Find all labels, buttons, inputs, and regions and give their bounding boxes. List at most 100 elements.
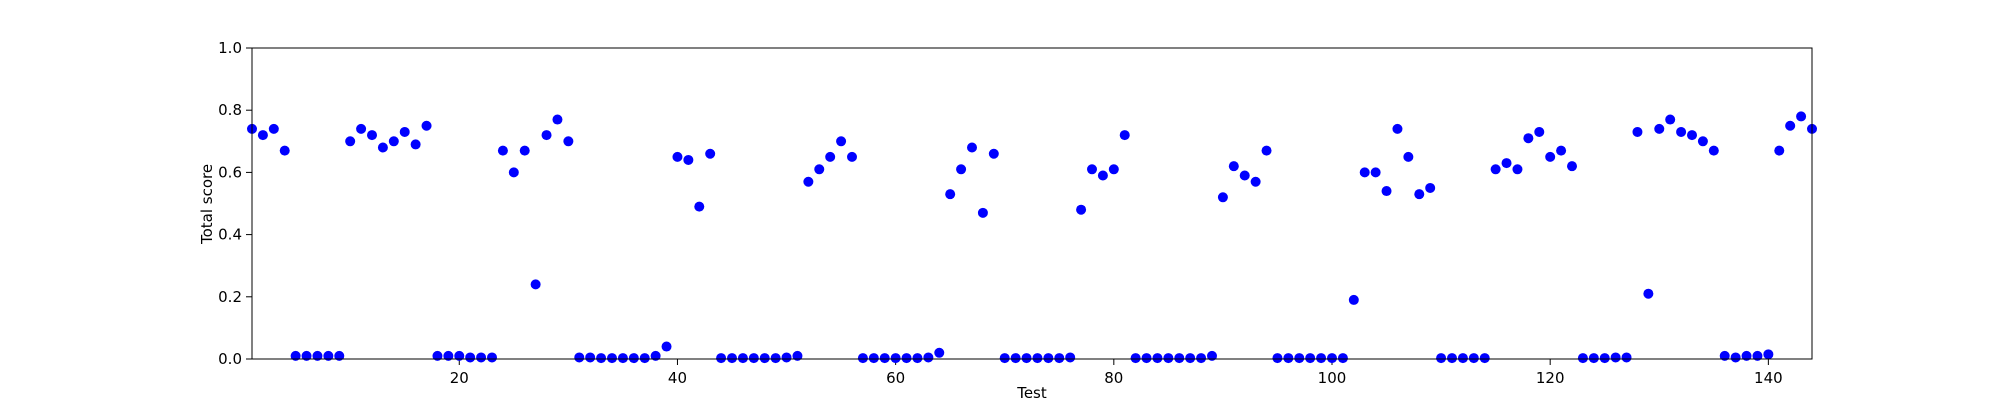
x-axis-label: Test — [1016, 384, 1047, 400]
data-point — [628, 353, 639, 364]
data-point — [454, 350, 465, 361]
data-point — [1043, 353, 1054, 364]
data-point — [1730, 352, 1741, 363]
data-point — [541, 130, 552, 141]
data-point — [868, 353, 879, 364]
data-point — [988, 148, 999, 159]
data-point — [1534, 126, 1545, 137]
data-point — [945, 189, 956, 200]
data-point — [1250, 176, 1261, 187]
data-point — [410, 139, 421, 150]
x-tick-label: 140 — [1754, 369, 1783, 387]
data-point — [705, 148, 716, 159]
data-point — [1763, 349, 1774, 360]
data-point — [432, 350, 443, 361]
data-point — [607, 353, 617, 364]
data-point — [1087, 164, 1097, 175]
y-tick-label: 0.0 — [218, 350, 242, 368]
data-point — [1065, 352, 1076, 363]
data-point — [1359, 167, 1370, 178]
data-point — [268, 123, 279, 134]
data-point — [977, 207, 988, 218]
data-point — [1392, 123, 1403, 134]
y-tick-label: 0.8 — [218, 101, 242, 119]
data-point — [1697, 136, 1708, 147]
data-point — [1501, 158, 1512, 169]
data-point — [388, 136, 399, 147]
data-point — [650, 350, 661, 361]
data-point — [857, 353, 868, 364]
data-point — [465, 352, 476, 363]
data-point — [683, 154, 694, 165]
data-point — [1239, 170, 1250, 181]
data-point — [1599, 353, 1610, 364]
data-point — [956, 164, 967, 175]
data-point — [1076, 204, 1087, 215]
data-point — [1567, 161, 1577, 172]
data-point — [748, 353, 759, 364]
data-point — [694, 201, 705, 212]
data-point — [1752, 350, 1763, 361]
data-point — [1610, 352, 1621, 363]
data-point — [1054, 353, 1065, 364]
data-point — [781, 352, 792, 363]
data-point — [1468, 353, 1479, 364]
data-point — [1414, 189, 1425, 200]
data-point — [596, 353, 607, 364]
data-point — [1796, 111, 1807, 122]
data-point — [672, 151, 683, 162]
data-point — [1370, 167, 1381, 178]
data-point — [1676, 126, 1687, 137]
y-axis-ticks: 0.0 0.2 0.4 0.6 0.8 1.0 — [218, 39, 252, 368]
data-point — [334, 350, 345, 361]
data-points — [247, 111, 1817, 364]
data-point — [1272, 353, 1283, 364]
x-axis-ticks: 20 40 60 80 100 120 140 — [450, 359, 1783, 387]
data-point — [1490, 164, 1501, 175]
data-point — [661, 341, 672, 352]
data-point — [508, 167, 519, 178]
data-point — [345, 136, 356, 147]
data-point — [912, 353, 923, 364]
data-point — [617, 353, 628, 364]
data-point — [1665, 114, 1676, 125]
data-point — [1283, 353, 1294, 364]
data-point — [1119, 130, 1130, 141]
data-point — [574, 352, 585, 363]
data-point — [1185, 353, 1196, 364]
data-point — [934, 347, 945, 358]
data-point — [716, 353, 727, 364]
data-point — [1174, 353, 1185, 364]
data-point — [552, 114, 563, 125]
x-tick-label: 120 — [1536, 369, 1565, 387]
data-point — [1643, 288, 1654, 299]
data-point — [825, 151, 836, 162]
data-point — [367, 130, 377, 141]
data-point — [257, 130, 268, 141]
data-point — [737, 353, 748, 364]
data-point — [1032, 353, 1043, 364]
data-point — [312, 350, 323, 361]
data-point — [1785, 120, 1796, 131]
data-point — [323, 350, 334, 361]
data-point — [1196, 353, 1207, 364]
data-point — [727, 353, 737, 364]
y-tick-label: 0.6 — [218, 163, 242, 181]
data-point — [1447, 353, 1457, 364]
data-point — [1512, 164, 1523, 175]
y-axis-label: Total score — [198, 164, 216, 245]
data-point — [1337, 353, 1348, 364]
data-point — [1632, 126, 1643, 137]
data-point — [1774, 145, 1785, 156]
data-point — [1577, 353, 1588, 364]
data-point — [836, 136, 847, 147]
data-point — [1228, 161, 1239, 172]
data-point — [356, 123, 367, 134]
data-point — [1294, 353, 1305, 364]
data-point — [901, 353, 912, 364]
data-point — [1741, 350, 1752, 361]
data-point — [1457, 353, 1468, 364]
data-point — [530, 279, 541, 290]
data-point — [770, 353, 781, 364]
